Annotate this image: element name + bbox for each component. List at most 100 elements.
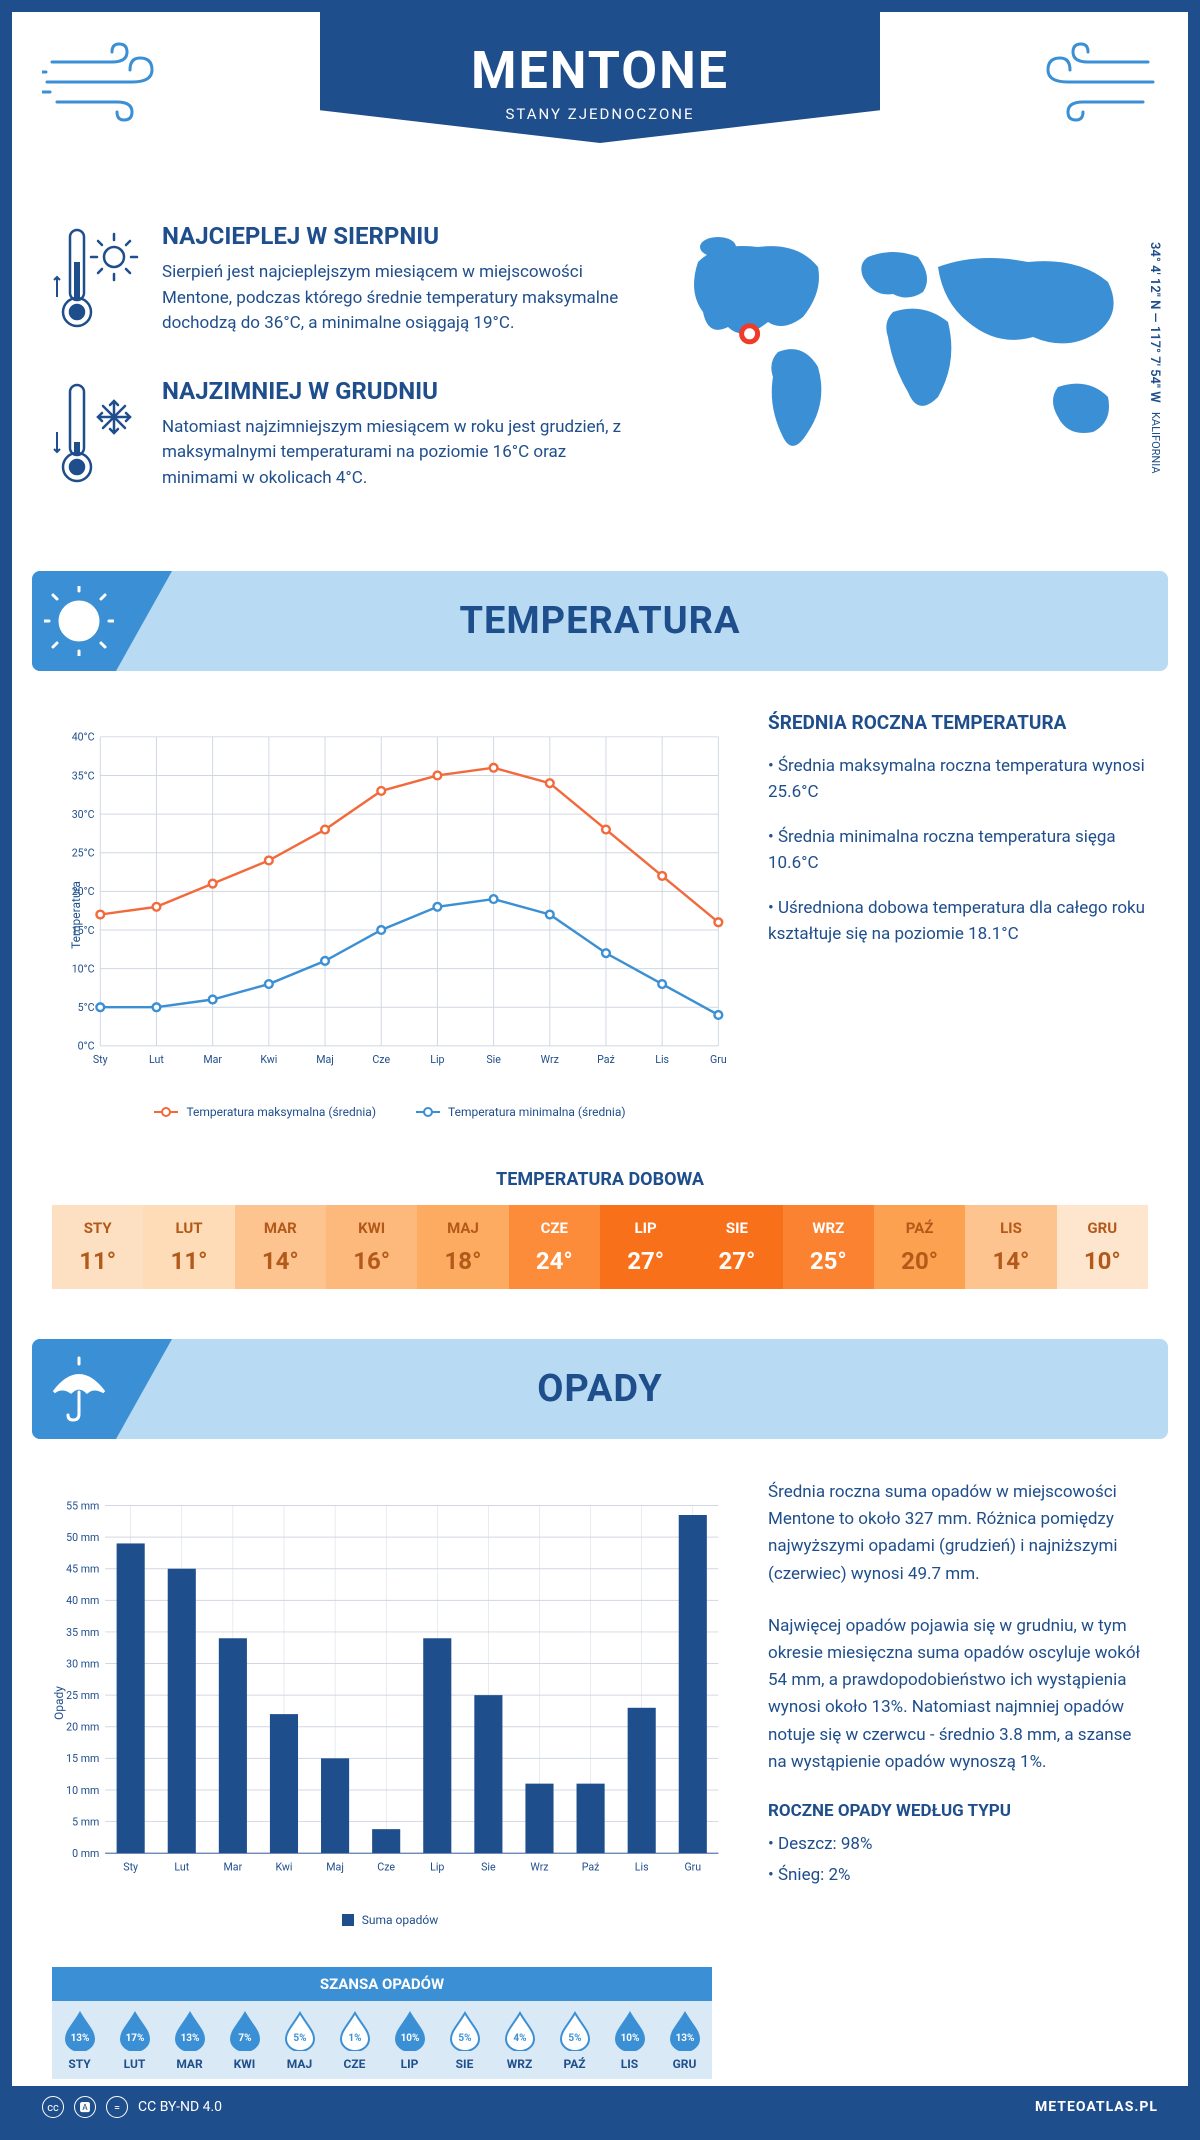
svg-text:25 mm: 25 mm: [66, 1689, 99, 1702]
svg-text:Lis: Lis: [655, 1053, 669, 1066]
chance-cell: 1% CZE: [327, 2001, 382, 2079]
svg-text:40°C: 40°C: [72, 731, 95, 744]
svg-text:35 mm: 35 mm: [66, 1626, 99, 1639]
legend-min: Temperatura minimalna (średnia): [448, 1105, 626, 1119]
daily-cell: MAJ18°: [417, 1205, 508, 1289]
daily-cell: CZE24°: [509, 1205, 600, 1289]
svg-text:13%: 13%: [70, 2033, 89, 2044]
svg-text:5 mm: 5 mm: [72, 1815, 99, 1828]
svg-text:Paź: Paź: [597, 1053, 615, 1066]
daily-cell: LIS14°: [965, 1205, 1056, 1289]
city-title: MENTONE: [320, 40, 880, 101]
region-label: KALIFORNIA: [1149, 412, 1162, 474]
svg-text:5%: 5%: [458, 2033, 471, 2044]
precip-chart-legend: Suma opadów: [52, 1913, 728, 1927]
daily-temp-table: STY11° LUT11° MAR14° KWI16° MAJ18° CZE24…: [52, 1205, 1148, 1289]
daily-cell: LUT11°: [143, 1205, 234, 1289]
precip-y-axis-label: Opady: [52, 1686, 66, 1720]
precip-banner: OPADY: [32, 1339, 1168, 1439]
page-footer: cc 🅰 = CC BY-ND 4.0 METEOATLAS.PL: [12, 2086, 1188, 2128]
precip-section: Opady 0 mm5 mm10 mm15 mm20 mm25 mm30 mm3…: [12, 1439, 1188, 1967]
temp-summary-title: ŚREDNIA ROCZNA TEMPERATURA: [768, 711, 1148, 734]
chance-title: SZANSA OPADÓW: [52, 1967, 712, 2001]
cc-icon: cc: [42, 2096, 64, 2118]
raindrop-icon: 10%: [613, 2011, 647, 2051]
umbrella-icon: [44, 1354, 114, 1424]
svg-text:55 mm: 55 mm: [66, 1499, 99, 1512]
legend-max: Temperatura maksymalna (średnia): [186, 1105, 376, 1119]
chance-cell: 5% SIE: [437, 2001, 492, 2079]
thermometer-hot-icon: [52, 222, 142, 332]
svg-text:20 mm: 20 mm: [66, 1721, 99, 1734]
svg-text:Sie: Sie: [481, 1861, 496, 1874]
svg-text:10 mm: 10 mm: [66, 1784, 99, 1797]
world-map-wrap: 34° 4' 12" N — 117° 7' 54" W KALIFORNIA: [668, 222, 1148, 531]
svg-text:Lut: Lut: [174, 1861, 189, 1874]
daily-cell: GRU10°: [1057, 1205, 1148, 1289]
precip-p2: Najwięcej opadów pojawia się w grudniu, …: [768, 1613, 1148, 1776]
temp-chart-legend: Temperatura maksymalna (średnia) Tempera…: [52, 1105, 728, 1119]
svg-text:4%: 4%: [513, 2033, 526, 2044]
svg-text:Paź: Paź: [582, 1861, 600, 1874]
raindrop-icon: 7%: [228, 2011, 262, 2051]
daily-cell: MAR14°: [235, 1205, 326, 1289]
coldest-block: NAJZIMNIEJ W GRUDNIU Natomiast najzimnie…: [52, 377, 638, 492]
chance-cell: 4% WRZ: [492, 2001, 547, 2079]
svg-text:13%: 13%: [180, 2033, 199, 2044]
svg-text:Lip: Lip: [430, 1053, 444, 1066]
svg-text:17%: 17%: [125, 2033, 144, 2044]
temperature-banner: TEMPERATURA: [32, 571, 1168, 671]
chance-cell: 13% MAR: [162, 2001, 217, 2079]
svg-text:35°C: 35°C: [72, 769, 95, 782]
svg-text:Gru: Gru: [684, 1861, 701, 1874]
svg-text:Kwi: Kwi: [276, 1861, 293, 1874]
svg-text:5°C: 5°C: [78, 1001, 95, 1014]
svg-text:Lut: Lut: [149, 1053, 164, 1066]
precip-rain: • Deszcz: 98%: [768, 1831, 1148, 1858]
raindrop-icon: 4%: [503, 2011, 537, 2051]
svg-text:10°C: 10°C: [72, 962, 95, 975]
svg-text:Mar: Mar: [224, 1861, 243, 1874]
site-label: METEOATLAS.PL: [1035, 2099, 1158, 2115]
temp-bullet-1: • Średnia minimalna roczna temperatura s…: [768, 825, 1148, 876]
svg-text:7%: 7%: [238, 2033, 251, 2044]
precip-type-title: ROCZNE OPADY WEDŁUG TYPU: [768, 1801, 1148, 1821]
page-header: MENTONE STANY ZJEDNOCZONE: [12, 12, 1188, 192]
nd-icon: =: [106, 2096, 128, 2118]
svg-text:Mar: Mar: [203, 1053, 222, 1066]
svg-text:0 mm: 0 mm: [72, 1847, 99, 1860]
svg-text:13%: 13%: [675, 2033, 694, 2044]
thermometer-cold-icon: [52, 377, 142, 487]
svg-text:5%: 5%: [568, 2033, 581, 2044]
raindrop-icon: 13%: [63, 2011, 97, 2051]
wind-icon: [1028, 42, 1158, 122]
svg-text:5%: 5%: [293, 2033, 306, 2044]
warmest-block: NAJCIEPLEJ W SIERPNIU Sierpień jest najc…: [52, 222, 638, 337]
svg-text:0°C: 0°C: [78, 1040, 95, 1053]
svg-text:30°C: 30°C: [72, 808, 95, 821]
raindrop-icon: 1%: [338, 2011, 372, 2051]
chance-cell: 10% LIP: [382, 2001, 437, 2079]
precip-summary: Średnia roczna suma opadów w miejscowośc…: [768, 1479, 1148, 1927]
world-map-icon: [668, 222, 1148, 482]
temperature-section-title: TEMPERATURA: [459, 599, 740, 643]
daily-cell: LIP27°: [600, 1205, 691, 1289]
svg-text:50 mm: 50 mm: [66, 1531, 99, 1544]
precip-bar-chart: Opady 0 mm5 mm10 mm15 mm20 mm25 mm30 mm3…: [52, 1479, 728, 1927]
temperature-line-chart: Temperatura 0°C5°C10°C15°C20°C25°C30°C35…: [52, 711, 728, 1119]
coordinates-label: 34° 4' 12" N — 117° 7' 54" W: [1147, 242, 1162, 403]
svg-text:Sty: Sty: [93, 1053, 108, 1066]
chance-cell: 17% LUT: [107, 2001, 162, 2079]
svg-text:1%: 1%: [348, 2033, 361, 2044]
temp-y-axis-label: Temperatura: [69, 881, 83, 949]
svg-text:Lis: Lis: [635, 1861, 649, 1874]
license-label: CC BY-ND 4.0: [138, 2099, 222, 2115]
chance-cell: 5% PAŹ: [547, 2001, 602, 2079]
chance-cell: 13% GRU: [657, 2001, 712, 2079]
svg-text:Kwi: Kwi: [260, 1053, 277, 1066]
raindrop-icon: 5%: [448, 2011, 482, 2051]
daily-cell: WRZ25°: [783, 1205, 874, 1289]
raindrop-icon: 5%: [283, 2011, 317, 2051]
legend-precip: Suma opadów: [362, 1913, 439, 1927]
warmest-title: NAJCIEPLEJ W SIERPNIU: [162, 222, 638, 250]
